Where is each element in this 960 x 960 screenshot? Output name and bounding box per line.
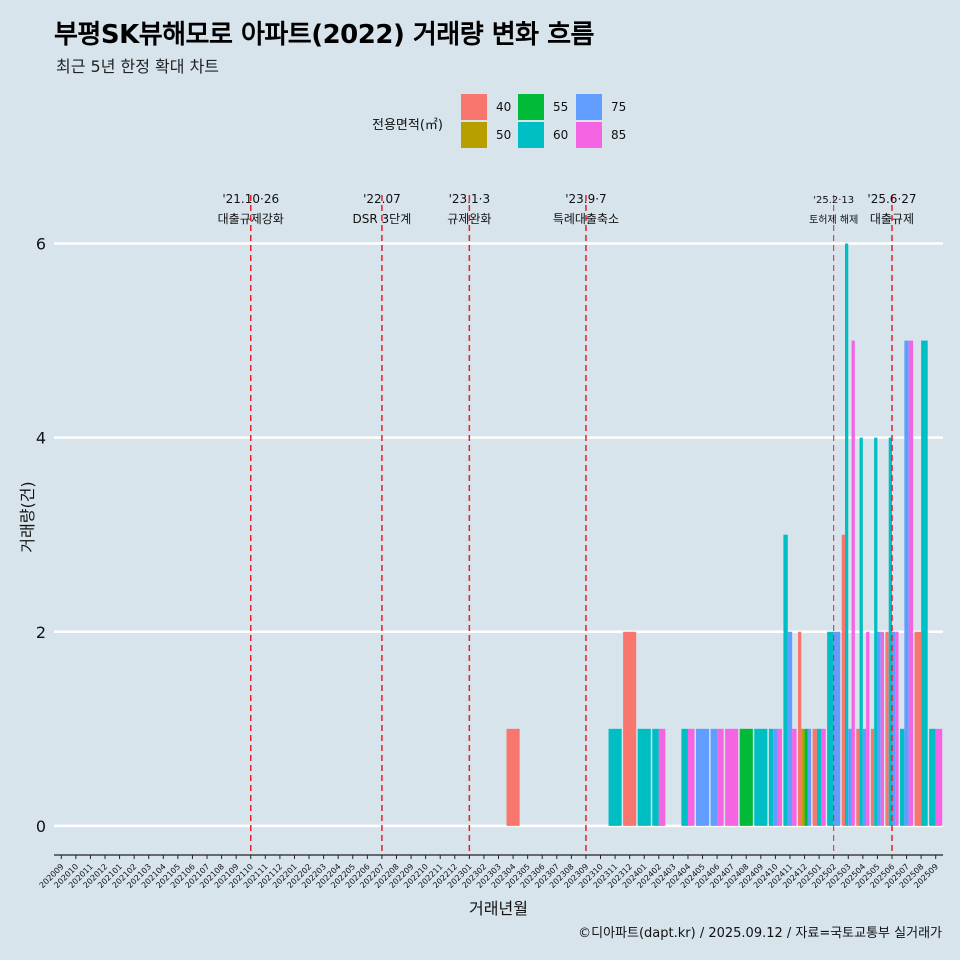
bar-202311-60 (608, 728, 622, 826)
bar-202304-40 (506, 728, 520, 826)
bar-202406-75 (710, 728, 718, 826)
bar-202402-85 (658, 728, 666, 826)
bar-202501-60 (816, 728, 822, 826)
bar-202503-40 (841, 534, 845, 826)
event-date-label: '23.1·3 (449, 192, 490, 206)
event-date-label: '21.10·26 (222, 192, 279, 206)
legend-label-55: 55 (553, 100, 569, 114)
bar-202502-75 (833, 631, 841, 826)
legend-key-75 (576, 94, 602, 120)
legend-key-55 (518, 94, 544, 120)
bar-202504-60 (859, 437, 863, 826)
bar-202505-40 (870, 728, 875, 826)
bar-202409-60 (754, 728, 768, 826)
bar-202407-85 (725, 728, 739, 826)
event-name-label: 대출규제 (870, 212, 914, 226)
legend-key-40 (461, 94, 487, 120)
bar-202504-40 (856, 728, 860, 826)
bar-202411-75 (787, 631, 793, 826)
bar-202507-60 (900, 728, 905, 826)
bar-202405-75 (695, 728, 710, 826)
legend-label-85: 85 (611, 128, 627, 142)
bar-202506-75 (891, 631, 896, 826)
bar-202410-75 (773, 728, 778, 826)
legend-item-75: 75 (576, 94, 626, 120)
bar-202401-60 (637, 728, 651, 826)
legend-label-75: 75 (611, 100, 627, 114)
legend-item-40: 40 (461, 94, 511, 120)
bar-202412-75 (807, 728, 812, 826)
event-date-label: '25.2·13 (813, 195, 854, 206)
bar-202412-50 (801, 728, 805, 826)
chart-title: 부평SK뷰해모로 아파트(2022) 거래량 변화 흐름 (54, 20, 594, 50)
event-name-label: 대출규제강화 (218, 212, 284, 226)
event-name-label: DSR 3단계 (353, 212, 412, 226)
bar-202411-60 (783, 534, 788, 826)
bar-202504-75 (862, 728, 867, 826)
legend-label-50: 50 (496, 128, 512, 142)
bar-202507-75 (904, 340, 909, 826)
chart-subtitle: 최근 5년 한정 확대 차트 (56, 57, 220, 76)
event-date-label: '25.6·27 (867, 192, 916, 206)
source-caption: ©디아파트(dapt.kr) / 2025.09.12 / 자료=국토교통부 실… (578, 926, 942, 941)
bar-202508-40 (914, 631, 922, 826)
bar-202503-75 (848, 728, 852, 826)
bar-202502-60 (827, 631, 834, 826)
bar-202503-60 (844, 243, 849, 826)
event-date-label: '22.07 (363, 192, 401, 206)
legend-item-50: 50 (461, 122, 511, 148)
bar-202402-60 (652, 728, 659, 826)
bar-202505-85 (880, 631, 884, 826)
bar-202501-85 (821, 728, 826, 826)
legend-key-50 (461, 122, 487, 148)
y-tick-label: 6 (36, 235, 46, 254)
bar-202508-60 (921, 340, 928, 826)
bar-202410-85 (777, 728, 782, 826)
bar-202503-85 (851, 340, 855, 826)
bar-202312-40 (623, 631, 637, 826)
legend-label-60: 60 (553, 128, 569, 142)
legend-key-60 (518, 122, 544, 148)
bar-202507-85 (908, 340, 914, 826)
bar-202506-40 (885, 631, 889, 826)
bar-202412-55 (804, 728, 808, 826)
legend-title: 전용면적(㎡) (372, 118, 443, 133)
bar-202410-60 (768, 728, 774, 826)
bar-202404-60 (681, 728, 688, 826)
bar-202509-60 (929, 728, 936, 826)
bar-202505-75 (877, 631, 881, 826)
legend-key-85 (576, 122, 602, 148)
y-tick-label: 0 (36, 817, 46, 836)
bar-202408-55 (739, 728, 753, 826)
legend-item-55: 55 (518, 94, 568, 120)
bar-202506-85 (895, 631, 899, 826)
bar-202412-40 (797, 631, 802, 826)
y-tick-label: 4 (36, 429, 46, 448)
bar-202411-85 (792, 728, 797, 826)
bar-202506-60 (888, 437, 892, 826)
x-axis-title: 거래년월 (469, 899, 528, 918)
bar-202501-40 (812, 728, 817, 826)
event-name-label: 규제완화 (447, 212, 491, 226)
legend-item-60: 60 (518, 122, 568, 148)
y-tick-label: 2 (36, 623, 46, 642)
bar-202504-85 (866, 631, 870, 826)
y-axis-title: 거래량(건) (18, 481, 37, 552)
bar-202404-85 (687, 728, 695, 826)
legend-label-40: 40 (496, 100, 512, 114)
bar-202406-85 (717, 728, 724, 826)
bar-202505-60 (874, 437, 878, 826)
legend-grid: 40 50 55 60 75 85 (461, 94, 651, 150)
event-name-label: 특례대출축소 (553, 212, 619, 226)
bar-202509-85 (935, 728, 943, 826)
event-name-label: 토허제 해제 (809, 213, 858, 226)
event-date-label: '23.9·7 (565, 192, 606, 206)
legend-item-85: 85 (576, 122, 626, 148)
